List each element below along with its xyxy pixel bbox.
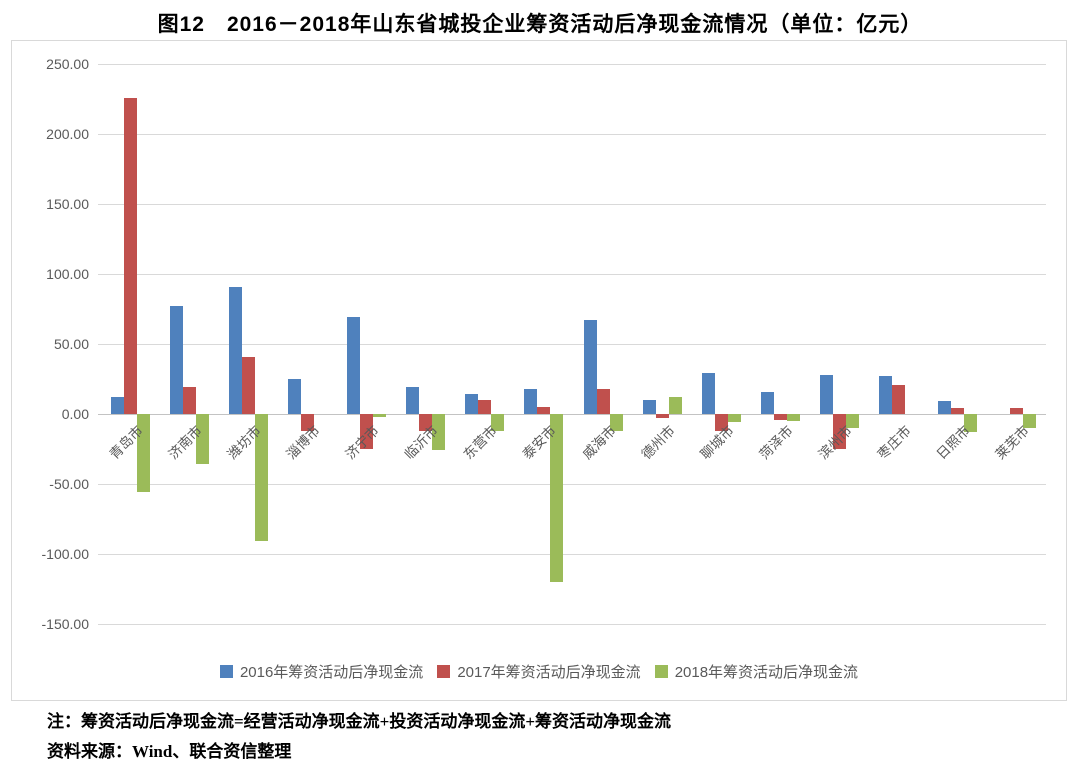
note-definition: 注：筹资活动后净现金流=经营活动净现金流+投资活动净现金流+筹资活动净现金流 bbox=[47, 712, 672, 731]
bar-济宁市-2018年 bbox=[373, 414, 387, 417]
bar-东营市-2017年 bbox=[478, 400, 492, 414]
y-axis-tick-label: 100.00 bbox=[46, 266, 89, 282]
bar-菏泽市-2016年 bbox=[760, 391, 774, 414]
bar-青岛市-2016年 bbox=[111, 397, 125, 414]
legend-swatch-icon bbox=[654, 665, 668, 678]
bar-枣庄市-2017年 bbox=[891, 384, 905, 414]
x-axis-label-枣庄市: 枣庄市 bbox=[874, 422, 914, 463]
bar-潍坊市-2016年 bbox=[229, 286, 243, 414]
y-axis-tick-label: 250.00 bbox=[46, 56, 89, 72]
y-axis-tick-label: -100.00 bbox=[41, 546, 89, 562]
bar-济南市-2018年 bbox=[196, 414, 210, 465]
x-axis-label-济宁市: 济宁市 bbox=[342, 422, 383, 463]
gridline-200 bbox=[98, 134, 1046, 135]
bar-威海市-2016年 bbox=[583, 320, 597, 414]
bar-济宁市-2016年 bbox=[347, 317, 361, 414]
y-axis-tick-label: 0.00 bbox=[61, 406, 89, 422]
x-axis-label-威海市: 威海市 bbox=[579, 422, 619, 463]
x-axis-label-淄博市: 淄博市 bbox=[283, 422, 324, 463]
legend-label: 2018年筹资活动后净现金流 bbox=[674, 664, 859, 681]
legend-item: 2018年筹资活动后净现金流 bbox=[654, 661, 859, 682]
bar-日照市-2016年 bbox=[937, 401, 951, 414]
bar-威海市-2017年 bbox=[596, 388, 610, 414]
y-axis-tick-label: 150.00 bbox=[46, 196, 89, 212]
bar-菏泽市-2017年 bbox=[773, 414, 787, 420]
gridline-250 bbox=[98, 64, 1046, 65]
gridline-150 bbox=[98, 204, 1046, 205]
bar-威海市-2018年 bbox=[609, 414, 623, 431]
bar-德州市-2017年 bbox=[655, 414, 669, 419]
bar-滨州市-2017年 bbox=[832, 414, 846, 449]
bar-德州市-2018年 bbox=[668, 397, 682, 414]
x-axis-label-聊城市: 聊城市 bbox=[697, 422, 737, 463]
bar-泰安市-2017年 bbox=[537, 407, 551, 414]
bar-泰安市-2018年 bbox=[550, 414, 564, 582]
y-axis-tick-label: 50.00 bbox=[53, 336, 89, 352]
legend-item: 2017年筹资活动后净现金流 bbox=[437, 661, 641, 682]
bar-日照市-2017年 bbox=[950, 408, 964, 414]
bar-淄博市-2017年 bbox=[301, 414, 315, 431]
bar-菏泽市-2018年 bbox=[786, 414, 800, 421]
note-source: 资料来源：Wind、联合资信整理 bbox=[47, 742, 292, 761]
bar-枣庄市-2016年 bbox=[878, 376, 892, 414]
gridline--50 bbox=[98, 484, 1046, 485]
bar-临沂市-2016年 bbox=[406, 387, 420, 414]
y-axis-tick-label: -150.00 bbox=[41, 616, 89, 632]
legend-label: 2017年筹资活动后净现金流 bbox=[457, 664, 641, 681]
x-axis-label-菏泽市: 菏泽市 bbox=[756, 422, 796, 463]
legend-label: 2016年筹资活动后净现金流 bbox=[239, 664, 424, 681]
bar-滨州市-2016年 bbox=[819, 374, 833, 414]
bar-东营市-2018年 bbox=[491, 414, 505, 431]
bar-潍坊市-2018年 bbox=[255, 414, 269, 542]
bar-聊城市-2016年 bbox=[701, 373, 715, 414]
bar-淄博市-2016年 bbox=[288, 379, 302, 414]
bar-济南市-2016年 bbox=[170, 306, 184, 414]
bar-莱芜市-2017年 bbox=[1009, 408, 1023, 414]
legend: 2016年筹资活动后净现金流 2017年筹资活动后净现金流 2018年筹资活动后净现… bbox=[12, 661, 1066, 682]
bar-聊城市-2018年 bbox=[727, 414, 741, 423]
bar-东营市-2016年 bbox=[465, 394, 479, 414]
bar-济宁市-2017年 bbox=[360, 414, 374, 449]
gridline--100 bbox=[98, 554, 1046, 555]
bar-日照市-2018年 bbox=[963, 414, 977, 433]
x-axis-label-日照市: 日照市 bbox=[933, 422, 973, 463]
legend-swatch-icon bbox=[437, 665, 451, 678]
legend-swatch-icon bbox=[219, 665, 233, 678]
bar-德州市-2016年 bbox=[642, 400, 656, 414]
bar-潍坊市-2017年 bbox=[242, 356, 256, 414]
bar-临沂市-2018年 bbox=[432, 414, 446, 451]
x-axis-label-滨州市: 滨州市 bbox=[815, 422, 855, 463]
bar-青岛市-2018年 bbox=[137, 414, 151, 493]
chart-title: 图12 2016－2018年山东省城投企业筹资活动后净现金流情况（单位：亿元） bbox=[157, 13, 923, 36]
gridline-100 bbox=[98, 274, 1046, 275]
y-axis-tick-label: 200.00 bbox=[46, 126, 89, 142]
bar-滨州市-2018年 bbox=[845, 414, 859, 428]
y-axis-tick-label: -50.00 bbox=[49, 476, 89, 492]
gridline-0 bbox=[98, 414, 1046, 415]
bar-青岛市-2017年 bbox=[124, 97, 138, 414]
bar-聊城市-2017年 bbox=[714, 414, 728, 431]
bar-莱芜市-2018年 bbox=[1022, 414, 1036, 428]
bar-临沂市-2017年 bbox=[419, 414, 433, 431]
chart-area: 2016年筹资活动后净现金流 2017年筹资活动后净现金流 2018年筹资活动后净现… bbox=[11, 40, 1067, 701]
bar-泰安市-2016年 bbox=[524, 388, 538, 414]
x-axis-label-莱芜市: 莱芜市 bbox=[992, 422, 1032, 463]
gridline--150 bbox=[98, 624, 1046, 625]
bar-济南市-2017年 bbox=[183, 387, 197, 414]
legend-item: 2016年筹资活动后净现金流 bbox=[219, 661, 424, 682]
gridline-50 bbox=[98, 344, 1046, 345]
x-axis-label-德州市: 德州市 bbox=[638, 422, 678, 463]
